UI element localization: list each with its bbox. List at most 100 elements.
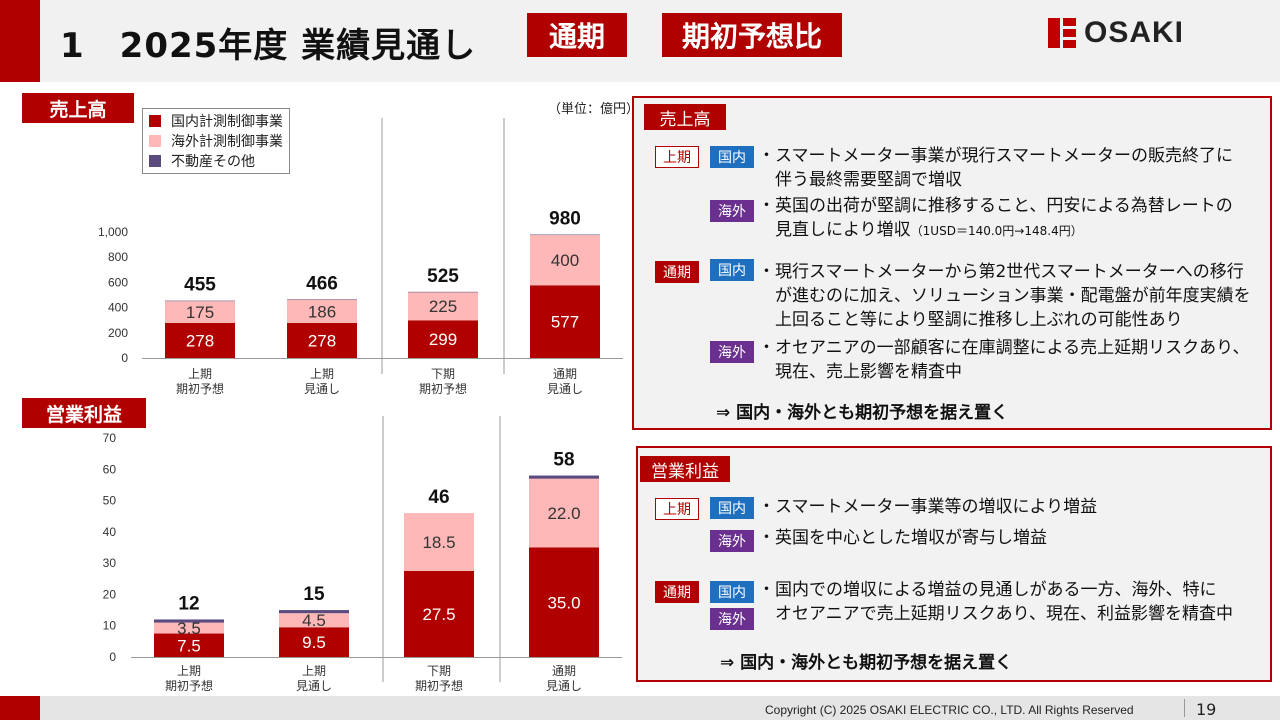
profit-total-label: 15 [303,584,325,605]
profit-h1-domestic-text: ・スマートメーター事業等の増収により増益 [758,497,1098,517]
footer-separator [1184,699,1185,717]
sales-total-label: 455 [184,275,216,296]
profit-bar-segment [154,622,224,634]
sales-category-label: 期初予想 [176,381,224,396]
legend-item-other: 不動産その他 [149,151,283,171]
legend-swatch-other [149,155,161,167]
sales-h1-domestic-text: ・スマートメーター事業が現行スマートメーターの販売終了に 伴う最終需要堅調で増収 [758,146,1233,190]
sales-segment-label: 278 [308,331,336,350]
sales-category-label: 下期 [431,367,455,381]
profit-ytick-label: 0 [109,650,116,664]
profit-ytick-label: 30 [103,556,117,570]
page-title: 1 2025年度 業績見通し [60,26,477,66]
legend-label-domestic: 国内計測制御事業 [171,114,283,130]
sales-total-label: 980 [549,209,581,230]
sales-ytick-label: 1,000 [98,225,128,239]
sales-segment-label: 400 [551,251,579,270]
profit-bar-segment [154,619,224,623]
profit-category-label: 上期 [177,664,201,678]
profit-ytick-label: 20 [103,587,117,601]
profit-box-title: 営業利益 [640,456,730,482]
period-tag-full-year: 通期 [655,261,699,283]
sales-bar-segment [408,320,478,358]
profit-h1-overseas-text: ・英国を中心とした増収が寄与し増益 [758,528,1047,548]
profit-bar-segment [404,513,474,571]
profit-segment-label: 27.5 [422,605,455,624]
sales-category-label: 見通し [547,382,583,396]
profit-ytick-label: 70 [103,431,117,445]
region-tag-overseas: 海外 [710,530,754,552]
period-tag-first-half: 上期 [655,146,699,168]
profit-bar-segment [529,475,599,479]
legend-swatch-domestic [149,115,161,127]
sales-ytick-label: 200 [108,326,128,340]
sales-box-title: 売上高 [644,104,726,130]
logo-text: OSAKI [1084,16,1185,49]
region-tag-domestic: 国内 [710,497,754,519]
legend-label-overseas: 海外計測制御事業 [171,134,283,150]
profit-category-label: 上期 [302,664,326,678]
osaki-logo: OSAKI [1048,16,1184,50]
sales-bar-segment [287,299,357,300]
profit-segment-label: 4.5 [302,611,326,630]
footer-accent [0,696,40,720]
sales-fy-domestic-text: ・現行スマートメーターから第2世代スマートメーターへの移行 が進むのに加え、ソリ… [758,262,1251,330]
sales-category-label: 見通し [304,382,340,396]
copyright: Copyright (C) 2025 OSAKI ELECTRIC CO., L… [765,703,1134,717]
profit-bar-segment [529,478,599,548]
profit-segment-label: 35.0 [547,593,580,612]
sales-category-label: 通期 [553,367,577,381]
profit-segment-label: 7.5 [177,636,201,655]
region-tag-domestic: 国内 [710,146,754,168]
region-tag-overseas: 海外 [710,200,754,222]
profit-bar-segment [404,570,474,657]
profit-bar-segment [529,547,599,657]
legend-item-overseas: 海外計測制御事業 [149,131,283,151]
profit-segment-label: 9.5 [302,633,326,652]
sales-ytick-label: 400 [108,301,128,315]
tag-full-year: 通期 [527,13,627,57]
profit-fy-text: ・国内での増収による増益の見通しがある一方、海外、特に オセアニアで売上延期リス… [758,580,1233,624]
sales-bar-segment [165,300,235,302]
sales-bar-segment [530,234,600,236]
period-tag-first-half: 上期 [655,498,699,520]
sales-bar-segment [530,234,600,286]
sales-conclusion: ⇒ 国内・海外とも期初予想を据え置く [716,403,1009,423]
sales-bar-segment [165,300,235,323]
region-tag-overseas: 海外 [710,341,754,363]
charts-canvas: 02004006008001,000278175455上期期初予想2781864… [98,118,623,693]
sales-segment-label: 278 [186,331,214,350]
sales-segment-label: 299 [429,330,457,349]
profit-ytick-label: 50 [103,494,117,508]
footer-bar [0,696,1280,720]
legend-swatch-overseas [149,135,161,147]
sales-bar-segment [408,291,478,293]
sales-ytick-label: 600 [108,275,128,289]
profit-bar-segment [279,627,349,657]
profit-commentary-box [636,446,1272,682]
profit-ytick-label: 60 [103,462,117,476]
profit-conclusion: ⇒ 国内・海外とも期初予想を据え置く [720,653,1013,673]
sales-bar-segment [287,322,357,358]
sales-segment-label: 186 [308,302,336,321]
region-tag-domestic: 国内 [710,259,754,281]
sales-segment-label: 175 [186,303,214,322]
sales-category-label: 期初予想 [419,381,467,396]
unit-label: （単位：億円） [548,102,640,117]
profit-segment-label: 22.0 [547,504,580,523]
profit-segment-label: 3.5 [177,619,201,638]
chart-legend: 国内計測制御事業 海外計測制御事業 不動産その他 [142,108,290,174]
sales-category-label: 上期 [310,367,334,381]
profit-ytick-label: 40 [103,525,117,539]
profit-ytick-label: 10 [103,619,117,633]
period-tag-full-year: 通期 [655,581,699,603]
sales-total-label: 466 [306,273,338,294]
sales-total-label: 525 [427,266,459,287]
profit-chart-label: 営業利益 [22,398,146,428]
tag-vs-initial-forecast: 期初予想比 [662,13,842,57]
legend-label-other: 不動産その他 [171,154,255,170]
profit-category-label: 通期 [552,664,576,678]
sales-bar-segment [408,291,478,321]
profit-category-label: 見通し [546,679,582,693]
profit-total-label: 12 [178,593,199,614]
